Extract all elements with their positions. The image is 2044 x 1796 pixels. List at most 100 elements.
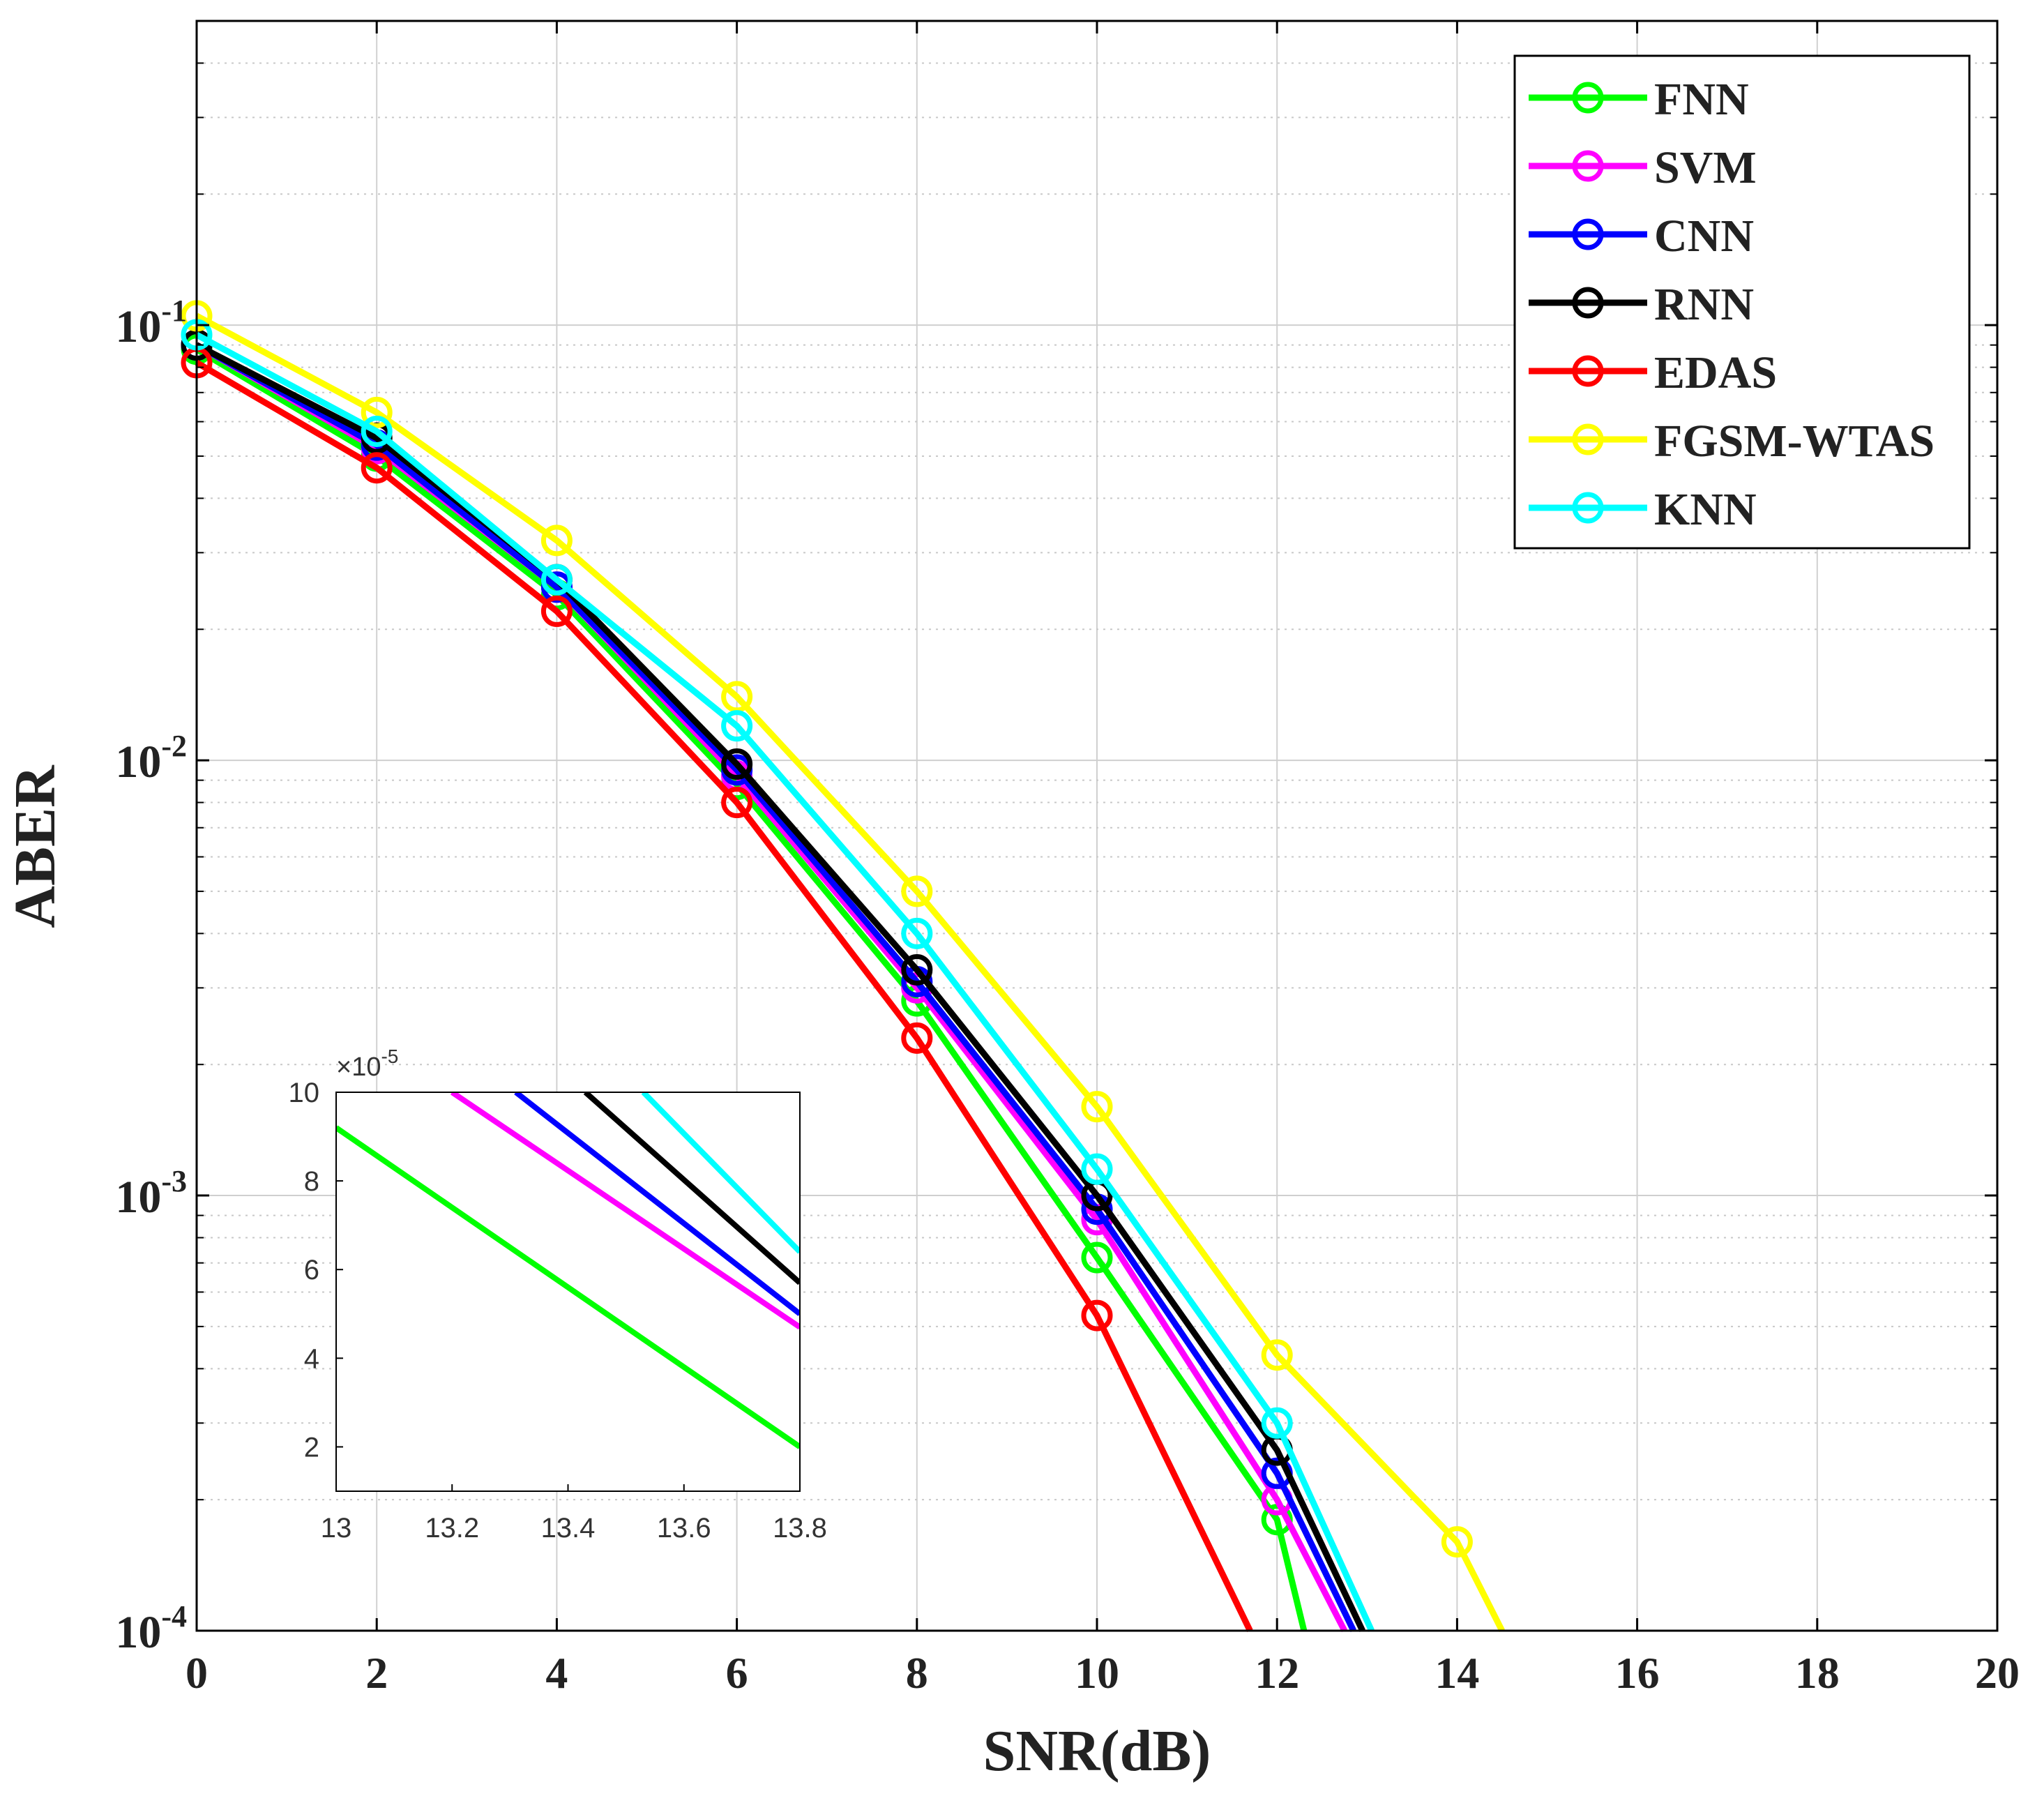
legend-label: CNN bbox=[1654, 211, 1754, 262]
data-point-fgsm-wtas bbox=[1441, 1526, 1473, 1558]
series-line-fgsm-wtas bbox=[195, 312, 1505, 1633]
inset-multiplier: ×10-5 bbox=[336, 1046, 398, 1082]
inset-x-tick-label: 13.2 bbox=[425, 1513, 479, 1544]
legend-label: EDAS bbox=[1654, 347, 1777, 398]
inset-x-tick-label: 13.6 bbox=[657, 1513, 711, 1544]
x-tick-label: 16 bbox=[1615, 1648, 1660, 1698]
x-tick-label: 10 bbox=[1075, 1648, 1119, 1698]
y-tick-base: 10 bbox=[115, 1172, 161, 1223]
x-tick-label: 2 bbox=[365, 1648, 388, 1698]
series-line-knn bbox=[195, 332, 1375, 1632]
data-point-edas bbox=[1081, 1299, 1113, 1331]
data-point-knn bbox=[901, 917, 933, 949]
x-tick-label: 12 bbox=[1255, 1648, 1299, 1698]
inset-zoom-plot: 13 13.2 13.4 13.6 13.8 2 4 6 8 10 ×10-5 bbox=[289, 1046, 827, 1544]
legend-label: KNN bbox=[1654, 484, 1757, 535]
legend-swatch-marker bbox=[1572, 218, 1604, 250]
legend-swatch-marker bbox=[1572, 423, 1604, 455]
y-tick-exponent: -4 bbox=[161, 1599, 187, 1633]
y-tick-base: 10 bbox=[115, 737, 161, 787]
data-point-fgsm-wtas bbox=[361, 396, 393, 428]
data-point-fgsm-wtas bbox=[1081, 1091, 1113, 1123]
legend-label: SVM bbox=[1654, 142, 1757, 193]
series-knn bbox=[181, 319, 1375, 1632]
inset-x-tick-label: 13 bbox=[321, 1513, 352, 1544]
inset-line-knn bbox=[641, 1092, 800, 1254]
legend-item-fgsm-wtas: FGSM-WTAS bbox=[1529, 416, 1935, 467]
data-point-fnn bbox=[1081, 1242, 1113, 1274]
legend-swatch-marker bbox=[1572, 355, 1604, 387]
data-point-knn bbox=[361, 415, 393, 447]
x-tick-label: 4 bbox=[545, 1648, 568, 1698]
x-tick-label: 14 bbox=[1434, 1648, 1479, 1698]
inset-y-tick-label: 4 bbox=[304, 1343, 319, 1374]
series-layer bbox=[181, 300, 1505, 1633]
y-tick-label: 10-1 bbox=[115, 294, 187, 352]
x-axis-label: SNR(dB) bbox=[983, 1719, 1211, 1783]
y-tick-exponent: -3 bbox=[161, 1164, 187, 1198]
inset-line-rnn bbox=[583, 1092, 800, 1285]
inset-multiplier-exponent: -5 bbox=[381, 1046, 398, 1067]
data-point-edas bbox=[721, 787, 753, 819]
data-point-fgsm-wtas bbox=[540, 525, 573, 557]
data-point-rnn bbox=[901, 954, 933, 986]
data-point-knn bbox=[1261, 1407, 1293, 1439]
legend-label: RNN bbox=[1654, 279, 1754, 330]
inset-lines bbox=[336, 1092, 800, 1449]
data-point-edas bbox=[361, 452, 393, 484]
series-line-edas bbox=[195, 360, 1253, 1632]
data-point-rnn bbox=[721, 748, 753, 780]
x-tick-label: 8 bbox=[906, 1648, 928, 1698]
series-line-fnn bbox=[195, 346, 1308, 1632]
legend-item-svm: SVM bbox=[1529, 142, 1757, 193]
data-point-knn bbox=[540, 564, 573, 596]
x-tick-label: 6 bbox=[726, 1648, 748, 1698]
series-edas bbox=[181, 347, 1253, 1632]
x-tick-label: 18 bbox=[1795, 1648, 1840, 1698]
legend-item-fnn: FNN bbox=[1529, 74, 1749, 125]
data-point-edas bbox=[540, 595, 573, 627]
inset-background bbox=[336, 1092, 800, 1491]
series-line-cnn bbox=[195, 342, 1356, 1632]
legend-swatch-marker bbox=[1572, 150, 1604, 182]
inset-line-cnn bbox=[514, 1092, 800, 1316]
legend-label: FNN bbox=[1654, 74, 1749, 125]
y-tick-label: 10-4 bbox=[115, 1599, 187, 1658]
data-point-knn bbox=[721, 710, 753, 742]
inset-y-tick-label: 8 bbox=[304, 1166, 319, 1197]
data-point-fgsm-wtas bbox=[901, 875, 933, 907]
inset-line-svm bbox=[451, 1092, 800, 1330]
data-point-fgsm-wtas bbox=[721, 681, 753, 713]
x-tick-label: 0 bbox=[186, 1648, 208, 1698]
x-tick-label: 20 bbox=[1975, 1648, 2020, 1698]
inset-multiplier-base: ×10 bbox=[336, 1052, 381, 1082]
legend: FNN SVM CNN RNN EDAS FGSM-WTAS KNN bbox=[1513, 54, 1971, 550]
y-tick-exponent: -1 bbox=[161, 294, 187, 328]
y-axis-label: ABER bbox=[3, 764, 68, 928]
y-tick-base: 10 bbox=[115, 301, 161, 352]
inset-y-tick-label: 2 bbox=[304, 1432, 319, 1463]
data-point-knn bbox=[1081, 1153, 1113, 1185]
inset-line-fnn bbox=[336, 1125, 800, 1449]
data-point-edas bbox=[901, 1022, 933, 1054]
legend-item-knn: KNN bbox=[1529, 484, 1757, 535]
y-tick-base: 10 bbox=[115, 1607, 161, 1658]
y-tick-label: 10-3 bbox=[115, 1164, 187, 1223]
y-tick-label: 10-2 bbox=[115, 729, 187, 787]
legend-swatch-marker bbox=[1572, 287, 1604, 319]
data-point-fgsm-wtas bbox=[1261, 1339, 1293, 1371]
inset-x-tick-label: 13.8 bbox=[773, 1513, 827, 1544]
legend-item-cnn: CNN bbox=[1529, 211, 1754, 262]
legend-item-edas: EDAS bbox=[1529, 347, 1777, 398]
inset-x-tick-label: 13.4 bbox=[541, 1513, 596, 1544]
legend-label: FGSM-WTAS bbox=[1654, 416, 1935, 467]
legend-swatch-marker bbox=[1572, 492, 1604, 524]
legend-item-rnn: RNN bbox=[1529, 279, 1754, 330]
y-tick-exponent: -2 bbox=[161, 729, 187, 763]
inset-y-tick-label: 6 bbox=[304, 1255, 319, 1285]
legend-swatch-marker bbox=[1572, 82, 1604, 114]
series-line-rnn bbox=[195, 342, 1365, 1632]
